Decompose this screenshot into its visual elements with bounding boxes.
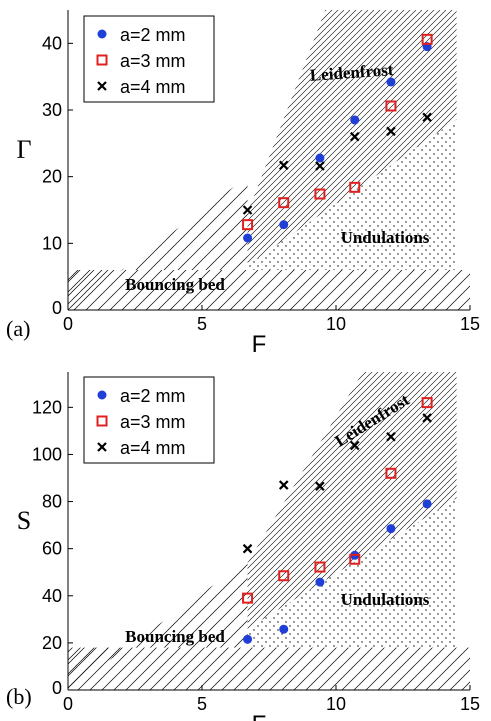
data-point [349, 440, 360, 451]
data-point [350, 115, 360, 125]
y-tick-label: 40 [42, 33, 62, 53]
legend-entry: a=2 mm [120, 25, 186, 45]
region-label-undulations: Undulations [341, 590, 430, 609]
legend-marker [97, 390, 107, 400]
region-bouncing-bed [68, 270, 470, 310]
y-tick-label: 100 [32, 444, 62, 464]
legend-entry: a=4 mm [120, 77, 186, 97]
data-point [314, 188, 326, 200]
data-point [278, 197, 290, 209]
y-tick-label: 0 [52, 298, 62, 318]
panel-b: 051015020406080100120FS(b)LeidenfrostUnd… [6, 372, 480, 721]
legend: a=2 mm a=3 mm a=4 mm [83, 15, 215, 103]
region-bouncing-bed-left [68, 560, 248, 690]
data-point [349, 553, 361, 565]
x-tick-label: 5 [197, 314, 207, 334]
data-point [278, 480, 289, 490]
data-point [315, 153, 325, 163]
data-point [349, 131, 360, 142]
y-tick-label: 60 [42, 539, 62, 559]
data-point [243, 233, 253, 243]
data-point [421, 33, 433, 45]
region-label-bouncing-bed: Bouncing bed [125, 627, 225, 646]
data-point [421, 397, 433, 409]
region-undulations [247, 498, 457, 648]
y-axis-label: S [17, 506, 31, 535]
x-tick-label: 10 [326, 314, 346, 334]
data-point [386, 432, 396, 442]
region-bouncing-bed-left [68, 176, 248, 310]
y-tick-label: 30 [42, 100, 62, 120]
data-point [385, 100, 397, 112]
y-tick-label: 120 [32, 397, 62, 417]
panel-a: 0 5 10 15010203040FΓ(a)LeidenfrostUndulatio… [6, 10, 480, 358]
legend-marker [96, 54, 108, 66]
series-2 [242, 397, 433, 604]
legend-entry: a=4 mm [120, 438, 186, 458]
legend-marker [96, 415, 108, 427]
x-tick-label: 15 [460, 314, 480, 334]
data-point [422, 112, 432, 123]
series-1 [243, 42, 432, 243]
y-tick-label: 20 [42, 633, 62, 653]
region-label-bouncing-bed: Bouncing bed [125, 275, 225, 294]
data-point [243, 634, 253, 644]
legend: a=2 mm a=3 mm a=4 mm [83, 376, 215, 464]
data-point [278, 160, 289, 171]
legend-marker [97, 442, 107, 452]
legend-entry: a=2 mm [120, 386, 186, 406]
series-3 [242, 112, 432, 215]
phase-regions [68, 372, 470, 690]
region-undulations [247, 119, 457, 271]
data-point [314, 561, 326, 573]
x-axis-label: F [252, 711, 267, 721]
x-tick-label: 10 [326, 694, 346, 714]
phase-regions [68, 10, 470, 310]
x-tick-label: 5 [197, 694, 207, 714]
data-point [386, 77, 396, 87]
series-2 [242, 33, 433, 231]
region-bouncing-bed [68, 647, 470, 690]
legend-marker [97, 29, 107, 39]
region-leidenfrost [247, 10, 457, 266]
data-point [315, 481, 325, 492]
region-leidenfrost [247, 372, 457, 629]
y-tick-label: 20 [42, 167, 62, 187]
y-tick-label: 40 [42, 586, 62, 606]
region-label-undulations: Undulations [341, 228, 430, 247]
data-point [422, 413, 432, 423]
x-tick-label: 15 [460, 694, 480, 714]
y-axis-label: Γ [16, 135, 31, 164]
y-tick-label: 10 [42, 233, 62, 253]
y-tick-label: 0 [52, 678, 62, 698]
data-point [279, 220, 289, 230]
legend-marker [97, 81, 107, 91]
legend-entry: a=3 mm [120, 51, 186, 71]
series-3 [242, 413, 432, 554]
legend-entry: a=3 mm [120, 412, 186, 432]
data-point [315, 161, 325, 171]
data-point [242, 592, 254, 604]
data-point [242, 543, 253, 554]
panel-label: (b) [6, 684, 32, 709]
data-point [385, 467, 397, 479]
data-point [279, 624, 289, 634]
data-point [242, 219, 254, 231]
x-tick-label: 0 [63, 694, 73, 714]
data-point [349, 181, 361, 193]
y-tick-label: 80 [42, 492, 62, 512]
data-point [386, 126, 396, 137]
data-point [386, 524, 396, 534]
x-tick-label: 0 [63, 314, 73, 334]
data-point [278, 570, 290, 582]
data-point [422, 499, 432, 509]
data-point [315, 577, 325, 587]
panel-label: (a) [6, 316, 30, 341]
x-axis-label: F [252, 331, 267, 358]
data-point [242, 205, 253, 215]
